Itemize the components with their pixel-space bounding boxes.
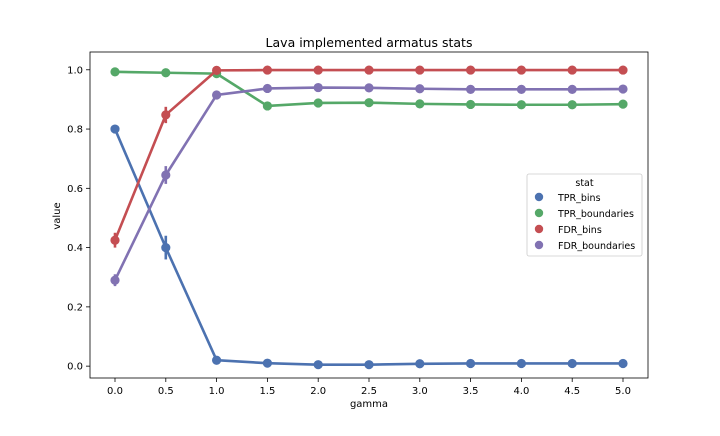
x-axis-label: gamma: [350, 399, 388, 410]
legend-label-FDR_boundaries: FDR_boundaries: [558, 241, 635, 252]
point-FDR_boundaries-1: [161, 170, 171, 180]
point-FDR_bins-5: [364, 65, 374, 75]
point-TPR_boundaries-8: [516, 100, 527, 110]
point-FDR_bins-8: [516, 65, 527, 75]
point-FDR_bins-4: [313, 65, 323, 75]
point-FDR_bins-7: [465, 65, 476, 75]
point-TPR_bins-4: [313, 360, 323, 370]
legend-label-FDR_bins: FDR_bins: [558, 225, 602, 236]
y-tick-label-0: 0.0: [67, 362, 83, 373]
legend-label-TPR_bins: TPR_bins: [557, 193, 601, 204]
x-tick-label-9: 4.5: [564, 386, 580, 397]
point-TPR_boundaries-0: [110, 67, 120, 77]
point-FDR_bins-6: [415, 65, 425, 75]
point-FDR_boundaries-2: [212, 90, 222, 100]
point-FDR_boundaries-5: [364, 83, 374, 93]
point-FDR_bins-2: [212, 65, 222, 75]
x-tick-label-10: 5.0: [615, 386, 631, 397]
chart-title: Lava implemented armatus stats: [266, 35, 473, 50]
legend-box: [526, 173, 643, 257]
point-TPR_bins-6: [415, 359, 425, 369]
legend: stat TPR_bins TPR_boundaries FDR_bins FDR_bo…: [526, 173, 643, 257]
y-tick-label-5: 1.0: [67, 65, 83, 76]
y-tick-label-2: 0.4: [67, 243, 83, 254]
point-FDR_bins-10: [618, 65, 628, 75]
point-TPR_bins-10: [618, 358, 628, 369]
point-TPR_bins-8: [516, 358, 527, 369]
legend-marker-TPR_bins: [534, 192, 544, 202]
y-tick-label-4: 0.8: [67, 125, 83, 136]
point-FDR_boundaries-3: [262, 83, 272, 94]
x-tick-label-6: 3.0: [412, 386, 428, 397]
x-tick-label-1: 0.5: [158, 386, 174, 397]
point-FDR_bins-3: [262, 65, 272, 75]
legend-marker-FDR_bins: [534, 224, 544, 234]
x-tick-label-5: 2.5: [361, 386, 377, 397]
point-TPR_bins-5: [364, 360, 374, 370]
y-tick-label-1: 0.2: [67, 302, 83, 313]
point-TPR_boundaries-7: [465, 99, 476, 110]
legend-label-TPR_boundaries: TPR_boundaries: [557, 209, 634, 220]
point-FDR_boundaries-7: [465, 84, 476, 94]
point-TPR_boundaries-3: [262, 101, 272, 111]
point-TPR_bins-3: [262, 358, 272, 368]
point-FDR_boundaries-10: [618, 84, 628, 94]
legend-title: stat: [575, 178, 593, 189]
point-TPR_bins-2: [212, 355, 222, 365]
point-TPR_boundaries-10: [618, 99, 628, 109]
point-TPR_boundaries-6: [415, 99, 425, 109]
x-tick-label-3: 1.5: [259, 386, 275, 397]
point-TPR_bins-7: [465, 358, 476, 369]
x-tick-label-0: 0.0: [107, 386, 123, 397]
x-tick-label-2: 1.0: [209, 386, 225, 397]
point-FDR_boundaries-9: [567, 84, 577, 94]
point-TPR_boundaries-5: [364, 98, 374, 108]
point-FDR_bins-9: [567, 65, 577, 75]
point-FDR_boundaries-8: [516, 84, 527, 94]
y-axis-label: value: [52, 202, 63, 229]
point-FDR_bins-1: [161, 110, 171, 120]
point-FDR_boundaries-4: [313, 82, 323, 93]
point-TPR_bins-0: [110, 124, 120, 134]
point-TPR_bins-9: [567, 358, 577, 369]
point-TPR_boundaries-9: [567, 100, 577, 110]
legend-marker-TPR_boundaries: [534, 208, 544, 218]
axis-layer: 0.0 0.5 1.0 1.5 2.0 2.5 3.0 3.5 4.0 4.5 5.0 0.0 0.2 0…: [67, 51, 649, 397]
x-tick-label-4: 2.0: [310, 386, 326, 397]
point-TPR_boundaries-4: [313, 98, 323, 108]
x-tick-label-7: 3.5: [463, 386, 479, 397]
plot-layer: [110, 65, 628, 370]
point-TPR_boundaries-1: [161, 68, 171, 78]
x-tick-label-8: 4.0: [513, 386, 529, 397]
point-FDR_bins-0: [110, 235, 120, 245]
point-TPR_bins-1: [161, 243, 171, 253]
point-FDR_boundaries-0: [110, 275, 120, 285]
legend-marker-FDR_boundaries: [534, 240, 544, 250]
y-tick-label-3: 0.6: [67, 184, 83, 195]
point-FDR_boundaries-6: [415, 84, 425, 94]
